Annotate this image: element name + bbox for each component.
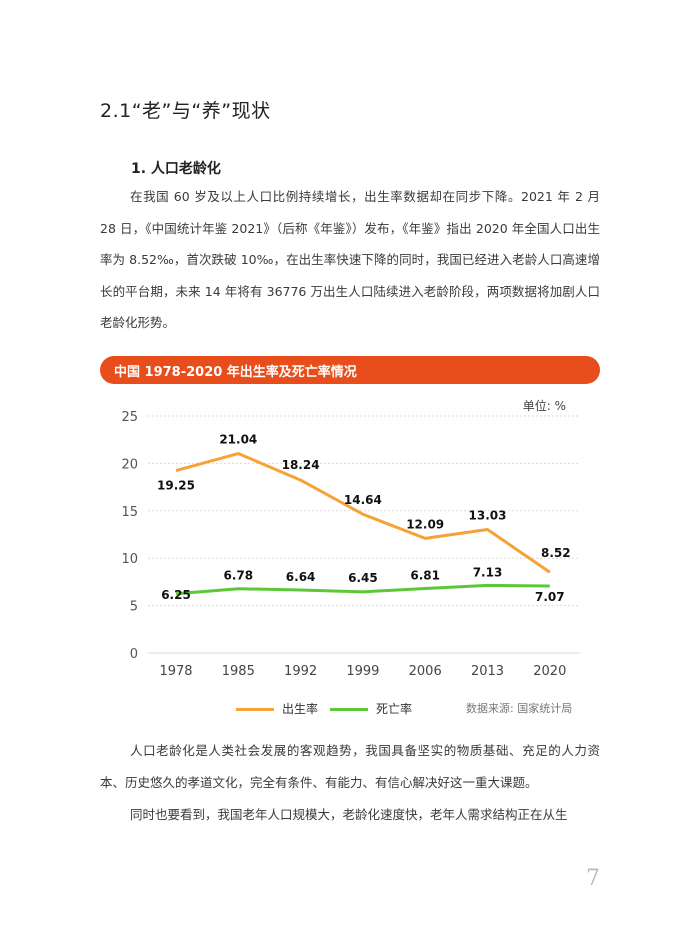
y-tick-label: 20 <box>121 457 138 472</box>
data-label: 7.13 <box>473 565 503 579</box>
x-tick-label: 1985 <box>222 664 255 679</box>
paragraph-trend: 人口老龄化是人类社会发展的客观趋势，我国具备坚实的物质基础、充足的人力资本、历史… <box>100 743 600 790</box>
paragraph-continued: 同时也要看到，我国老年人口规模大，老龄化速度快，老年人需求结构正在从生 <box>130 807 568 822</box>
paragraph-aging: 在我国 60 岁及以上人口比例持续增长，出生率数据却在同步下降。2021 年 2… <box>100 189 600 330</box>
data-label: 21.04 <box>219 433 257 447</box>
line-chart: 0 5 10 15 20 25 1978 1985 1992 1999 2006 2013 2020 单位… <box>121 398 580 679</box>
data-label: 6.64 <box>286 570 316 584</box>
data-label: 13.03 <box>469 508 507 522</box>
legend-swatch-birth <box>236 708 274 711</box>
data-label: 6.45 <box>348 571 378 585</box>
section-title: 2.1“老”与“养”现状 <box>100 100 271 122</box>
data-label: 7.07 <box>535 590 565 604</box>
legend-label-birth: 出生率 <box>282 702 319 716</box>
x-tick-label: 2006 <box>409 664 442 679</box>
data-label: 14.64 <box>344 493 382 507</box>
data-label: 6.78 <box>223 569 253 583</box>
data-label: 19.25 <box>157 479 195 493</box>
y-tick-label: 10 <box>121 552 138 567</box>
x-tick-label: 2020 <box>533 664 566 679</box>
series-line <box>175 583 550 596</box>
data-label: 18.24 <box>282 458 320 472</box>
chart-title-banner: 中国 1978-2020 年出生率及死亡率情况 <box>100 356 600 384</box>
x-tick-label: 1992 <box>284 664 317 679</box>
y-tick-label: 15 <box>121 505 138 520</box>
series-line <box>175 452 551 574</box>
data-label: 8.52 <box>541 546 571 560</box>
x-tick-label: 1999 <box>346 664 379 679</box>
y-tick-label: 25 <box>121 410 138 425</box>
data-source: 数据来源: 国家统计局 <box>466 702 573 715</box>
y-tick-label: 0 <box>130 647 138 662</box>
legend-item-birth: 出生率 <box>236 700 318 717</box>
data-label: 6.25 <box>161 588 191 602</box>
data-label: 12.09 <box>406 517 444 531</box>
legend-label-death: 死亡率 <box>376 702 413 716</box>
y-tick-label: 5 <box>130 600 138 615</box>
chart-title: 中国 1978-2020 年出生率及死亡率情况 <box>114 365 357 380</box>
subsection-title: 1. 人口老龄化 <box>131 161 221 177</box>
unit-label: 单位: % <box>523 398 566 413</box>
x-tick-label: 2013 <box>471 664 504 679</box>
data-label: 6.81 <box>410 568 440 582</box>
x-tick-label: 1978 <box>159 664 192 679</box>
legend-swatch-death <box>330 708 368 711</box>
legend-item-death: 死亡率 <box>330 700 412 717</box>
page-number: 7 <box>586 866 600 891</box>
